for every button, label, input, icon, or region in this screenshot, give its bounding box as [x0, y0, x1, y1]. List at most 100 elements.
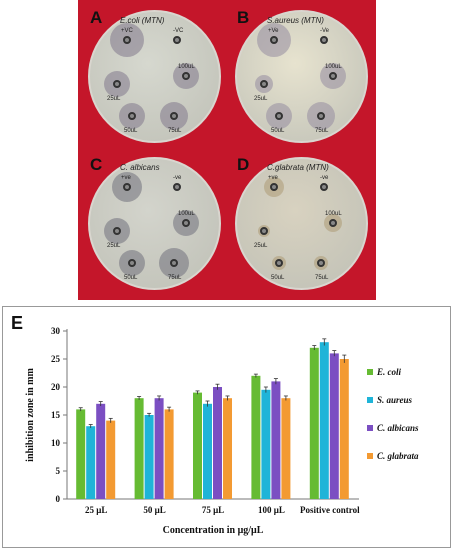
- legend-entry: C. glabrata: [377, 451, 419, 461]
- plate-label: S.aureus (MTN): [267, 16, 324, 25]
- bar-e-coli: [193, 392, 202, 499]
- petri-plate-d: +ve -ve 25uL 50uL 75uL 100uL D C.glabrata (MTN): [229, 151, 374, 296]
- y-tick-label: 20: [51, 382, 61, 392]
- bar-c-albicans: [96, 403, 106, 499]
- petri-plate-b: +Ve -Ve 25uL 50uL 75uL 100uL B S.aureus (MTN): [229, 4, 374, 149]
- y-tick-label: 30: [51, 326, 61, 336]
- bar-s-aureus: [144, 415, 154, 499]
- well-label: 50uL: [124, 275, 138, 281]
- well-label: 100uL: [178, 64, 195, 70]
- plate-letter: C: [90, 155, 103, 174]
- bar-s-aureus: [86, 426, 96, 499]
- bar-c-albicans: [154, 398, 164, 499]
- y-tick-label: 10: [51, 438, 61, 448]
- well: [170, 112, 178, 120]
- bar-c-albicans: [329, 353, 339, 499]
- well-label: 25uL: [107, 243, 121, 249]
- well: [123, 183, 131, 191]
- well-label: 100uL: [325, 64, 342, 70]
- well: [317, 259, 325, 267]
- legend-swatch: [367, 425, 373, 431]
- legend-entry: E. coli: [376, 367, 401, 377]
- well-label: 50uL: [271, 275, 285, 281]
- y-tick-label: 0: [56, 494, 61, 504]
- well: [260, 227, 268, 235]
- bar-s-aureus: [261, 389, 271, 499]
- well: [260, 80, 268, 88]
- well: [113, 80, 121, 88]
- bar-c-glabrata: [164, 409, 174, 499]
- well-label: -VC: [173, 28, 184, 34]
- well: [182, 72, 190, 80]
- well: [173, 36, 181, 44]
- bar-c-glabrata: [281, 398, 291, 499]
- bar-e-coli: [309, 347, 319, 499]
- panel-letter: E: [11, 313, 23, 333]
- plate-label: C.glabrata (MTN): [267, 163, 329, 172]
- x-axis-label: Concentration in μg/μL: [163, 525, 264, 536]
- plate-label: E.coli (MTN): [120, 16, 165, 25]
- well: [320, 36, 328, 44]
- well: [170, 259, 178, 267]
- well: [317, 112, 325, 120]
- x-tick-label: 75 μL: [202, 505, 224, 515]
- legend-swatch: [367, 397, 373, 403]
- y-tick-label: 5: [56, 466, 61, 476]
- legend-entry: S. aureus: [377, 395, 413, 405]
- well-label: +Ve: [268, 28, 279, 34]
- well: [128, 259, 136, 267]
- well: [173, 183, 181, 191]
- bar-s-aureus: [203, 403, 212, 499]
- well-label: +ve: [121, 175, 131, 181]
- legend-swatch: [367, 453, 373, 459]
- well-label: 75uL: [168, 275, 182, 281]
- well-label: 100uL: [325, 211, 342, 217]
- well-label: 50uL: [124, 128, 138, 134]
- well: [182, 219, 190, 227]
- plate-letter: A: [90, 8, 103, 27]
- well: [320, 183, 328, 191]
- plate-letter: D: [237, 155, 250, 174]
- well-label: 25uL: [107, 96, 121, 102]
- agar-dish: [235, 10, 368, 143]
- well: [128, 112, 136, 120]
- well-label: 75uL: [315, 128, 329, 134]
- agar-dish: [235, 157, 368, 290]
- well: [275, 259, 283, 267]
- bar-e-coli: [134, 398, 144, 499]
- well-label: 25uL: [254, 96, 268, 102]
- bar-c-albicans: [271, 381, 281, 499]
- well-label: +VC: [121, 28, 133, 34]
- bar-s-aureus: [319, 342, 329, 499]
- petri-plates-panel: +VC -VC 25uL 50uL 75uL 100uL A E.coli (MTN) +Ve -…: [78, 0, 376, 300]
- y-tick-label: 15: [51, 410, 61, 420]
- well-label: 75uL: [315, 275, 329, 281]
- bar-c-glabrata: [223, 398, 232, 499]
- well-label: 100uL: [178, 211, 195, 217]
- plate-label: C. albicans: [120, 163, 160, 172]
- legend-entry: C. albicans: [377, 423, 419, 433]
- well-label: +ve: [268, 175, 278, 181]
- well-label: -ve: [320, 175, 329, 181]
- well-label: -ve: [173, 175, 182, 181]
- bar-c-glabrata: [106, 420, 116, 499]
- x-tick-label: Positive control: [300, 505, 360, 515]
- well: [123, 36, 131, 44]
- petri-plate-c: +ve -ve 25uL 50uL 75uL 100uL C C. albicans: [82, 151, 227, 296]
- bar-c-albicans: [213, 387, 222, 499]
- bar-e-coli: [76, 409, 86, 499]
- well-label: 50uL: [271, 128, 285, 134]
- chart-panel: E 0 5 10 15 20 25 30 inhibition zone in mm 25 μL 5…: [2, 306, 451, 548]
- bar-chart: E 0 5 10 15 20 25 30 inhibition zone in mm 25 μL 5…: [11, 313, 419, 536]
- x-tick-label: 25 μL: [85, 505, 107, 515]
- well-label: 75uL: [168, 128, 182, 134]
- well: [329, 219, 337, 227]
- well: [270, 36, 278, 44]
- well-label: 25uL: [254, 243, 268, 249]
- well: [270, 183, 278, 191]
- plate-letter: B: [237, 8, 250, 27]
- well-label: -Ve: [320, 28, 330, 34]
- well: [113, 227, 121, 235]
- x-tick-label: 100 μL: [258, 505, 285, 515]
- bar-c-glabrata: [339, 359, 349, 499]
